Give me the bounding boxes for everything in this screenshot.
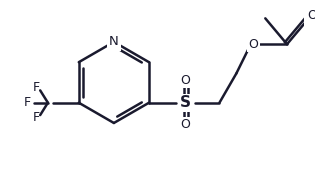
Text: O: O xyxy=(181,74,191,87)
Text: O: O xyxy=(308,9,315,22)
Text: N: N xyxy=(109,35,119,48)
Text: O: O xyxy=(248,38,258,51)
Text: F: F xyxy=(24,96,31,109)
Text: S: S xyxy=(180,95,191,110)
Text: F: F xyxy=(33,112,40,124)
Text: O: O xyxy=(181,118,191,131)
Text: F: F xyxy=(33,81,40,94)
